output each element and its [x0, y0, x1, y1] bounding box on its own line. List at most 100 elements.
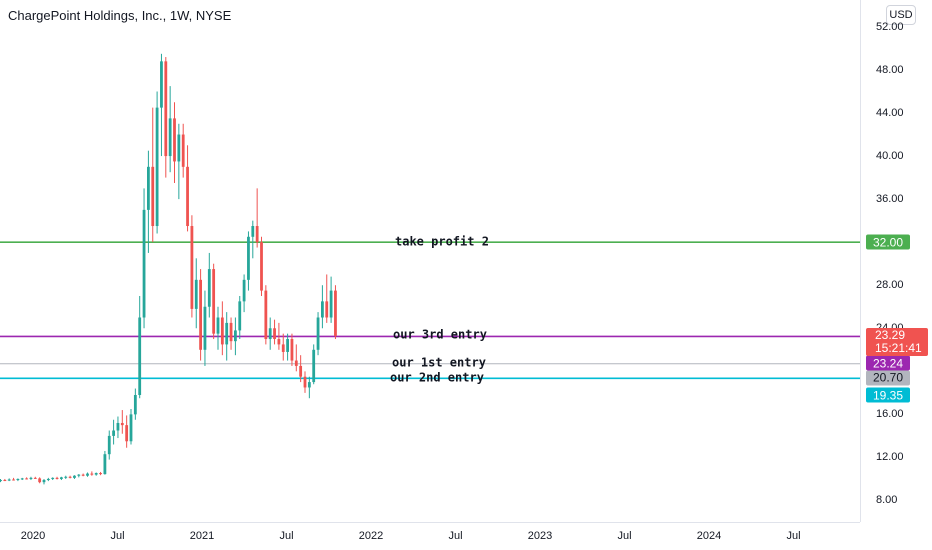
price-tick-label: 16.00 — [876, 408, 904, 421]
time-tick-label: Jul — [786, 530, 801, 542]
candle — [251, 220, 255, 259]
candle — [173, 102, 176, 183]
level-price-tag: 32.00 — [866, 234, 910, 250]
candle — [229, 317, 233, 350]
price-tick-label: 44.00 — [876, 107, 904, 119]
candle — [164, 57, 168, 178]
candle — [290, 333, 294, 366]
candle — [86, 472, 89, 477]
candle — [29, 476, 33, 481]
price-tick-label: 12.00 — [876, 451, 904, 464]
candle — [125, 415, 129, 448]
candle — [281, 333, 285, 361]
time-tick-label: 2020 — [20, 530, 46, 542]
candle — [181, 123, 185, 178]
level-label: our 2nd entry — [390, 370, 484, 385]
candle — [81, 473, 85, 477]
currency-button[interactable]: USD — [886, 5, 916, 25]
candle — [73, 475, 76, 479]
time-tick-label: Jul — [110, 530, 125, 542]
candle — [307, 376, 311, 399]
time-axis[interactable] — [0, 522, 860, 550]
candle — [186, 145, 189, 232]
candle — [20, 477, 24, 481]
candle — [33, 476, 37, 479]
candle — [325, 274, 329, 323]
candle — [133, 388, 137, 420]
candle — [7, 478, 11, 482]
time-tick-label: Jul — [279, 530, 294, 542]
time-tick-label: 2021 — [189, 530, 215, 542]
candle — [255, 188, 259, 248]
price-tick-label: 8.00 — [876, 494, 898, 507]
candle — [199, 269, 202, 361]
candle — [99, 471, 102, 476]
candle — [112, 419, 115, 445]
candle — [42, 478, 46, 485]
candle — [203, 290, 207, 366]
candle — [147, 150, 150, 253]
candle — [194, 258, 198, 329]
candle — [16, 478, 20, 482]
candle — [138, 295, 142, 399]
candle — [190, 215, 194, 318]
price-axis[interactable] — [860, 0, 932, 522]
candle — [68, 475, 72, 479]
candle — [160, 53, 163, 157]
candle — [142, 188, 146, 329]
candle — [64, 475, 68, 479]
candle — [60, 476, 63, 481]
candle — [94, 472, 98, 476]
candle — [294, 344, 298, 372]
candle — [3, 478, 7, 482]
candle — [264, 285, 268, 345]
candle — [12, 477, 15, 481]
candle — [316, 312, 320, 356]
time-tick-label: 2024 — [696, 530, 722, 542]
candle — [299, 355, 303, 383]
price-plot[interactable] — [0, 0, 860, 522]
bar-countdown: 15:21:41 — [875, 340, 922, 355]
candle — [242, 274, 246, 313]
candle — [220, 301, 224, 356]
time-tick-label: Jul — [448, 530, 463, 542]
candle — [303, 371, 307, 393]
candle — [268, 317, 272, 350]
candle — [155, 91, 159, 234]
level-label: our 1st entry — [392, 355, 486, 370]
level-price-tag: 23.24 — [866, 355, 910, 371]
level-label: our 3rd entry — [393, 327, 487, 342]
chart-title: ChargePoint Holdings, Inc., 1W, NYSE — [8, 8, 232, 23]
candle — [273, 319, 276, 345]
candle — [334, 285, 337, 340]
price-tick-label: 40.00 — [876, 150, 904, 163]
candle — [151, 107, 155, 243]
candle — [321, 285, 324, 329]
last-price-box: 23.29 15:21:41 — [866, 327, 928, 356]
candle — [216, 306, 220, 350]
candle — [55, 476, 59, 480]
level-price-tag: 20.70 — [866, 370, 910, 386]
candle — [247, 231, 250, 291]
candle — [0, 478, 2, 483]
candle — [51, 477, 55, 481]
price-tick-label: 36.00 — [876, 193, 904, 206]
candle — [212, 263, 216, 340]
candle — [286, 333, 289, 361]
candle — [25, 477, 28, 480]
candle — [260, 236, 263, 296]
level-price-tag: 19.35 — [866, 387, 910, 403]
candle — [77, 474, 81, 478]
last-price-value: 23.29 — [875, 327, 906, 342]
candle — [277, 322, 281, 350]
price-tick-label: 48.00 — [876, 63, 904, 76]
candle — [207, 252, 211, 318]
time-tick-label: 2023 — [527, 530, 553, 542]
candle — [238, 295, 242, 340]
candle — [234, 317, 237, 356]
candle — [129, 408, 133, 445]
candle — [329, 276, 333, 323]
candle — [120, 410, 124, 434]
candle — [107, 430, 111, 460]
level-label: take profit 2 — [395, 234, 489, 249]
